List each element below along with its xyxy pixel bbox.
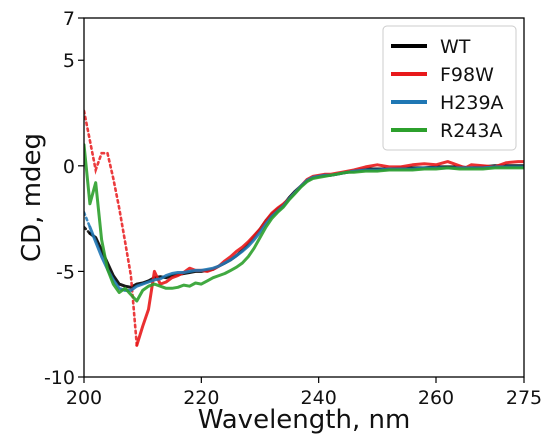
legend-box — [382, 25, 517, 151]
series-f98w-line — [135, 160, 524, 347]
y-tick-label: 7 — [63, 8, 75, 30]
legend-label-f98w: F98W — [440, 64, 494, 86]
y-tick-label: -10 — [44, 367, 75, 389]
x-tick-label: 275 — [506, 387, 542, 409]
y-tick-label: -5 — [56, 261, 75, 283]
x-tick-label: 240 — [301, 387, 337, 409]
x-axis-title: Wavelength, nm — [198, 405, 411, 435]
legend: WT F98W H239A R243A — [382, 25, 517, 151]
series-wt-line — [88, 164, 524, 289]
x-tick-label: 200 — [66, 387, 102, 409]
series-r243a-line — [84, 143, 524, 303]
legend-label-r243a: R243A — [440, 120, 502, 142]
y-axis-title: CD, mdeg — [17, 133, 47, 262]
tick-layer: 200 220 240 260 275 -10 -5 0 5 7 — [44, 8, 542, 409]
legend-label-wt: WT — [440, 36, 471, 58]
series-f98w-dotted-line — [84, 109, 139, 347]
series-layer — [84, 109, 524, 347]
y-tick-label: 5 — [63, 50, 75, 72]
legend-items: WT F98W H239A R243A — [391, 36, 504, 142]
plot-frame — [83, 17, 525, 378]
x-tick-label: 260 — [418, 387, 454, 409]
x-tick-label: 220 — [183, 387, 219, 409]
y-tick-label: 0 — [63, 156, 75, 178]
series-h239a-dotted-line — [84, 211, 92, 229]
legend-label-h239a: H239A — [440, 92, 504, 114]
